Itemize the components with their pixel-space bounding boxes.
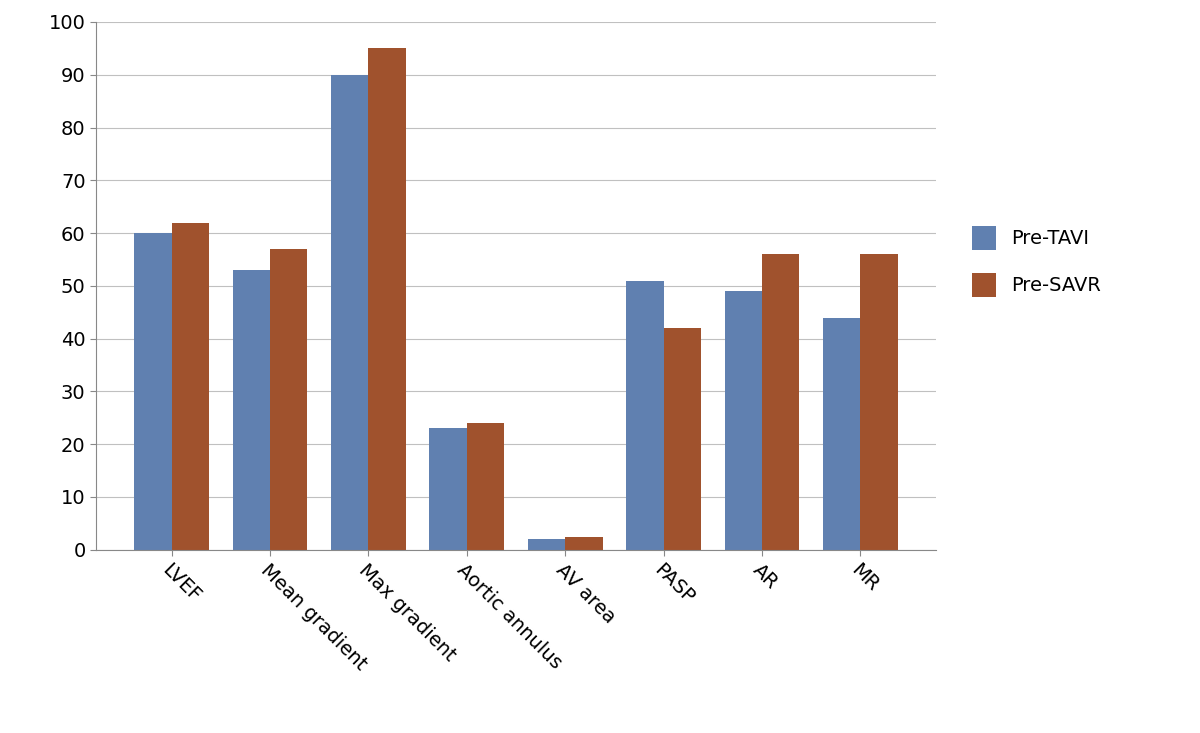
Bar (725, 291, 762, 550)
Bar (762, 254, 799, 550)
Bar (626, 281, 664, 550)
Legend: Pre-TAVI, Pre-SAVR: Pre-TAVI, Pre-SAVR (962, 216, 1111, 306)
Bar (664, 328, 701, 550)
Bar (368, 48, 406, 550)
Bar (565, 537, 602, 550)
Bar (270, 249, 307, 550)
Bar (467, 423, 504, 550)
Bar (823, 317, 860, 550)
Bar (528, 539, 565, 550)
Bar (331, 75, 368, 550)
Bar (860, 254, 898, 550)
Bar (172, 223, 209, 550)
Bar (430, 428, 467, 550)
Bar (134, 233, 172, 550)
Bar (233, 270, 270, 550)
